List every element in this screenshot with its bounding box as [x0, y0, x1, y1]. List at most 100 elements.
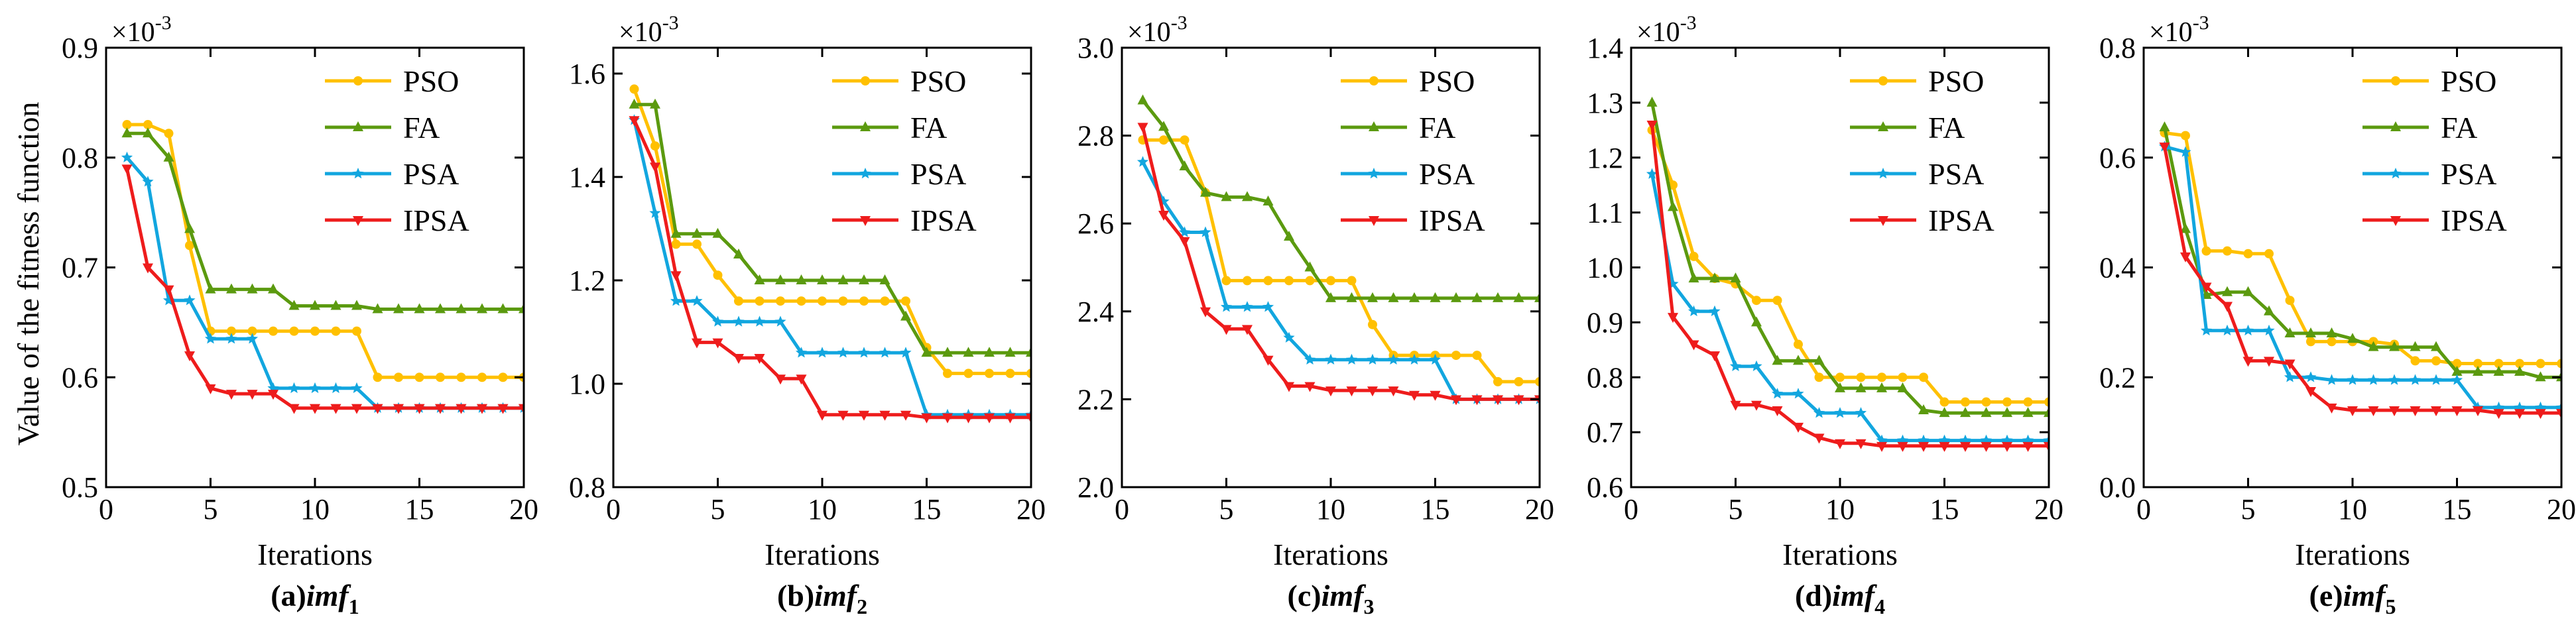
series-line-pso: [1142, 138, 1540, 384]
legend: PSO FA PSA IPSA: [1850, 64, 1994, 237]
x-tick-label: 20: [2547, 493, 2576, 526]
legend-label-pso: PSO: [910, 64, 966, 98]
series-line-fa: [634, 103, 1031, 355]
legend: PSO FA PSA IPSA: [2362, 64, 2507, 237]
point-ipsa: [519, 404, 524, 414]
y-tick-label: 0.8: [1587, 361, 1623, 394]
point-ipsa: [2264, 357, 2274, 367]
point-fa: [1430, 292, 1441, 302]
point-psa: [2001, 434, 2013, 445]
point-ipsa: [1918, 441, 1929, 452]
x-tick-label: 0: [1115, 493, 1129, 526]
point-fa: [1534, 292, 1540, 302]
plot-frame: [1630, 46, 2050, 488]
point-psa: [246, 333, 259, 344]
point-fa: [1918, 404, 1929, 414]
panel-caption: (a)imf1: [271, 579, 359, 618]
exponent-power: -3: [1680, 12, 1697, 34]
point-pso: [2515, 359, 2524, 369]
point-psa: [1429, 353, 1441, 365]
x-tick-label: 5: [711, 493, 725, 526]
point-ipsa: [1451, 395, 1461, 406]
point-psa: [879, 347, 891, 358]
point-fa: [2180, 223, 2191, 233]
point-fa: [1325, 292, 1336, 302]
point-ipsa: [1646, 121, 1658, 131]
point-fa: [1709, 272, 1720, 283]
point-fa: [268, 283, 278, 294]
point-ipsa: [1158, 210, 1169, 221]
point-fa: [837, 274, 849, 284]
point-pso: [456, 372, 466, 382]
point-psa: [2263, 324, 2275, 336]
x-axis-label: Iterations: [1782, 538, 1898, 571]
point-fa: [733, 249, 744, 258]
point-psa: [1646, 168, 1658, 179]
point-psa: [649, 207, 661, 218]
series-line-fa: [127, 131, 524, 311]
point-pso: [477, 372, 487, 382]
point-ipsa: [2389, 406, 2400, 416]
point-ipsa: [435, 404, 446, 414]
plot-frame: [105, 46, 525, 488]
point-psa: [1750, 360, 1762, 371]
y-tick-label: 1.0: [569, 368, 605, 400]
point-ipsa: [2347, 406, 2358, 416]
legend-marker-psa: [2390, 168, 2402, 179]
point-psa: [330, 382, 342, 394]
legend-label-ipsa: IPSA: [403, 203, 469, 237]
point-ipsa: [2180, 252, 2191, 262]
point-pso: [1794, 339, 1803, 349]
point-pso: [1026, 369, 1031, 378]
point-ipsa: [456, 404, 467, 414]
point-ipsa: [1876, 441, 1887, 452]
point-fa: [2305, 327, 2316, 337]
legend-marker-fa: [860, 121, 871, 131]
y-tick-label: 1.4: [1587, 32, 1623, 64]
point-pso: [1514, 376, 1524, 386]
point-fa: [712, 227, 723, 238]
plot-area: [1646, 96, 2049, 452]
point-pso: [2023, 397, 2033, 407]
point-fa: [1451, 292, 1461, 302]
caption-prefix: (d): [1795, 579, 1832, 612]
point-pso: [1243, 276, 1252, 286]
point-fa: [330, 300, 341, 310]
series-line-fa: [1141, 99, 1540, 300]
point-psa: [2022, 434, 2034, 445]
point-psa: [670, 295, 682, 306]
point-pso: [394, 372, 403, 382]
point-pso: [755, 296, 765, 306]
point-pso: [269, 326, 278, 336]
y-tick-label: 2.0: [1077, 471, 1114, 504]
point-pso: [1772, 296, 1782, 306]
x-tick-label: 0: [99, 493, 113, 526]
point-psa: [2492, 401, 2505, 413]
point-pso: [2223, 246, 2232, 256]
y-exponent-label: ×10-3: [1127, 12, 1188, 48]
y-tick-label: 0.6: [62, 361, 98, 394]
point-pso: [2264, 249, 2274, 258]
point-psa: [2451, 374, 2463, 385]
point-ipsa: [1221, 325, 1232, 335]
legend-label-ipsa: IPSA: [1419, 203, 1485, 237]
point-ipsa: [2473, 406, 2483, 416]
plot-area: [121, 120, 524, 414]
point-psa: [1980, 434, 1993, 445]
point-ipsa: [2493, 409, 2504, 420]
point-psa: [2200, 324, 2213, 336]
legend-marker-fa: [2390, 121, 2401, 131]
legend: PSO FA PSA IPSA: [832, 64, 977, 237]
caption-var: imf: [2343, 579, 2389, 612]
point-pso: [436, 372, 445, 382]
x-tick-label: 15: [405, 493, 434, 526]
point-ipsa: [247, 390, 258, 400]
legend-marker-psa: [352, 168, 364, 179]
point-fa: [1221, 191, 1232, 201]
point-fa: [226, 283, 237, 294]
y-tick-label: 2.8: [1077, 120, 1114, 152]
point-pso: [901, 296, 910, 306]
point-ipsa: [1855, 439, 1867, 449]
